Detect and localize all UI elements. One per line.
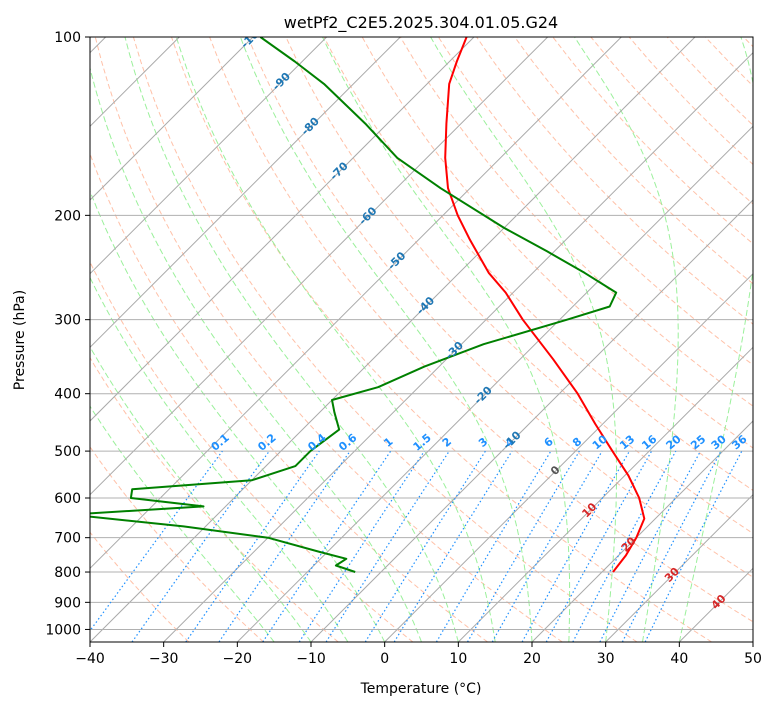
x-tick-label: −30 xyxy=(149,651,179,667)
moist-adiabat-line xyxy=(90,345,312,642)
x-tick-label: 10 xyxy=(449,651,467,667)
isotherm-line xyxy=(384,272,753,642)
dry-adiabat-line xyxy=(90,531,190,642)
y-tick-label: 400 xyxy=(54,387,81,403)
x-tick-label: 0 xyxy=(380,651,389,667)
dry-adiabat-line xyxy=(514,37,753,285)
dry-adiabat-line xyxy=(90,356,339,642)
y-tick-label: 200 xyxy=(54,208,81,224)
mixing-ratio-line xyxy=(262,450,392,642)
moist-adiabat-line xyxy=(430,37,617,642)
isotherm-line xyxy=(310,199,753,642)
axes: −40 −30 −20 −10 0 10 20 30 40 50 100 200 300 400 500 60… xyxy=(45,30,762,667)
y-tick-label: 900 xyxy=(54,595,81,611)
y-tick-label: 100 xyxy=(54,30,81,46)
dry-adiabat-line xyxy=(437,37,753,366)
moist-adiabat-line xyxy=(90,405,275,642)
chart-title: wetPf2_C2E5.2025.304.01.05.G24 xyxy=(284,13,558,33)
dry-adiabat-line xyxy=(399,37,753,407)
temperature-profile-line xyxy=(444,37,646,573)
y-axis-title: Pressure (hPa) xyxy=(12,290,28,390)
x-tick-label: 20 xyxy=(523,651,541,667)
background-lines xyxy=(90,37,753,642)
x-tick-label: −10 xyxy=(296,651,326,667)
x-tick-label: 40 xyxy=(670,651,688,667)
mixing-ratio-line xyxy=(90,450,223,632)
moist-adiabat-line xyxy=(574,37,679,642)
y-tick-label: 1000 xyxy=(45,622,81,638)
mixing-ratio-line xyxy=(521,450,631,642)
mixing-ratio-line xyxy=(393,450,513,642)
isotherm-line xyxy=(605,493,753,642)
dry-adiabat-line xyxy=(285,37,753,535)
dry-adiabat-line xyxy=(209,37,753,623)
moist-adiabat-line xyxy=(90,189,386,642)
mixing-ratio-line xyxy=(218,450,351,642)
mixing-ratio-line xyxy=(185,450,320,642)
y-tick-label: 600 xyxy=(54,491,81,507)
x-tick-label: 50 xyxy=(744,651,762,667)
moist-adiabat-line xyxy=(322,37,571,642)
mixing-ratio-line xyxy=(545,450,653,642)
mixing-ratio-line xyxy=(325,450,450,642)
y-tick-label: 800 xyxy=(54,565,81,581)
isotherm-line xyxy=(457,346,753,642)
isotherm-line xyxy=(90,37,696,642)
mixing-ratio-line xyxy=(644,450,743,642)
mixing-ratio-line xyxy=(298,450,425,642)
x-tick-label: 30 xyxy=(597,651,615,667)
isotherm-line xyxy=(90,37,254,201)
dry-adiabat-line xyxy=(90,152,488,642)
dewpoint-profile-line xyxy=(90,37,618,573)
plot-frame xyxy=(89,36,754,643)
dry-adiabat-line xyxy=(94,37,563,642)
dry-adiabat-line xyxy=(323,37,753,491)
x-tick-label: −40 xyxy=(75,651,105,667)
moist-adiabat-line xyxy=(90,65,422,642)
moist-adiabat-line xyxy=(175,37,496,642)
x-tick-label: −20 xyxy=(223,651,253,667)
isotherm-line xyxy=(531,420,753,642)
dry-adiabat-line xyxy=(171,37,712,642)
dry-adiabat-line xyxy=(361,37,753,449)
y-tick-label: 500 xyxy=(54,444,81,460)
dry-adiabat-line xyxy=(132,37,638,642)
moist-adiabat-line xyxy=(678,37,753,642)
sounding-lines xyxy=(90,37,646,573)
isotherm-line xyxy=(236,125,753,642)
y-tick-label: 700 xyxy=(54,531,81,547)
mixing-ratio-line xyxy=(572,450,677,642)
isotherm-line xyxy=(163,51,753,642)
dry-adiabat-line xyxy=(247,37,753,578)
x-axis-title: Temperature (°C) xyxy=(360,681,482,697)
y-tick-label: 300 xyxy=(54,313,81,329)
isotherm-line xyxy=(90,37,475,422)
mixing-ratio-line xyxy=(131,450,270,642)
isotherm-line xyxy=(90,37,401,349)
dry-adiabat-line xyxy=(90,446,264,642)
moist-adiabat-line xyxy=(90,276,349,642)
isotherm-line xyxy=(90,37,622,570)
moist-adiabat-line xyxy=(239,37,533,642)
moist-adiabat-line xyxy=(124,37,459,642)
isotherm-line xyxy=(90,37,328,275)
